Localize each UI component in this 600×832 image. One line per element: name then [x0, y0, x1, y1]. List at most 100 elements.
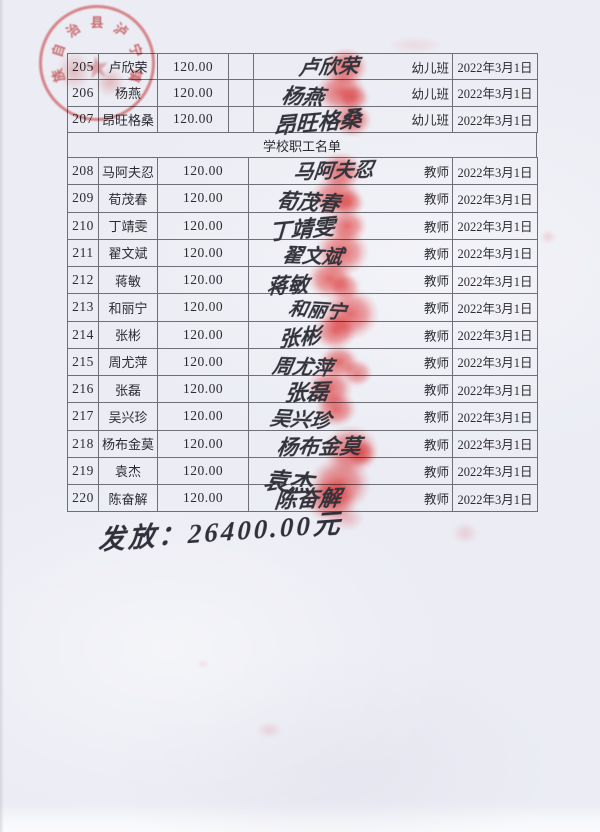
- fingerprint-stamp: [332, 102, 372, 137]
- cell-number: 214: [67, 320, 99, 349]
- cell-signature: 卢欣荣 幼儿班: [253, 48, 453, 86]
- cell-signature: 翟文斌 教师: [248, 227, 453, 276]
- cell-number: 220: [67, 483, 99, 513]
- handwritten-signature: 卢欣荣: [297, 55, 360, 81]
- cell-date: 2022年3月1日: [452, 402, 538, 431]
- cell-signature: 陈奋解 教师: [248, 477, 453, 523]
- cell-amount: 120.00: [157, 211, 249, 240]
- ink-smudge: [452, 522, 478, 544]
- cell-amount: 120.00: [157, 52, 229, 81]
- cell-date: 2022年3月1日: [452, 374, 538, 404]
- cell-amount: 120.00: [157, 238, 249, 268]
- ink-smudge: [540, 230, 556, 244]
- fingerprint-stamp: [313, 311, 357, 350]
- cell-name: 马阿夫忍: [98, 156, 158, 186]
- handwritten-signature: 马阿夫忍: [292, 159, 375, 185]
- cell-amount: 120.00: [157, 156, 249, 186]
- role-label: 教师: [423, 410, 449, 425]
- cell-number: 212: [67, 265, 99, 295]
- cell-empty: [228, 52, 254, 81]
- cell-name: 张彬: [98, 320, 158, 349]
- cell-amount: 120.00: [157, 483, 249, 513]
- cell-signature: 昂旺格桑 幼儿班: [253, 102, 453, 139]
- role-label: 教师: [423, 301, 449, 316]
- cell-amount: 120.00: [157, 105, 229, 133]
- cell-number: 211: [67, 238, 99, 268]
- cell-date: 2022年3月1日: [452, 456, 538, 486]
- ink-smudge: [385, 36, 445, 54]
- handwritten-signature: 杨布金莫: [275, 434, 363, 460]
- table-row: 208 马阿夫忍 120.00 马阿夫忍 教师 2022年3月1日: [67, 152, 538, 190]
- cell-amount: 120.00: [157, 320, 249, 349]
- role-label: 幼儿班: [411, 87, 449, 102]
- cell-number: 217: [67, 402, 99, 431]
- cell-amount: 120.00: [157, 184, 249, 213]
- kindergarten-payroll-table: 205 卢欣荣 120.00 卢欣荣 幼儿班 2022年3月1日 206 杨燕 120.00 杨燕…: [67, 48, 538, 139]
- fingerprint-stamp: [315, 391, 357, 428]
- cell-amount: 120.00: [157, 374, 249, 404]
- cell-signature: 杨布金莫 教师: [248, 424, 453, 475]
- cell-date: 2022年3月1日: [452, 347, 538, 377]
- cell-number: 213: [67, 293, 99, 322]
- cell-date: 2022年3月1日: [452, 184, 538, 213]
- role-label: 教师: [423, 465, 449, 480]
- table-row: 217 吴兴珍 120.00 吴兴珍 教师 2022年3月1日: [67, 391, 538, 433]
- cell-date: 2022年3月1日: [452, 211, 538, 240]
- cell-date: 2022年3月1日: [452, 265, 538, 295]
- cell-date: 2022年3月1日: [452, 429, 538, 458]
- cell-date: 2022年3月1日: [452, 79, 538, 107]
- cell-number: 207: [67, 105, 99, 133]
- cell-name: 张磊: [98, 374, 158, 404]
- cell-name: 和丽宁: [98, 293, 158, 322]
- cell-name: 蒋敏: [98, 265, 158, 295]
- cell-number: 205: [67, 52, 99, 81]
- cell-number: 216: [67, 374, 99, 404]
- cell-amount: 120.00: [157, 429, 249, 458]
- handwritten-signature: 吴兴珍: [268, 408, 333, 434]
- cell-name: 杨布金莫: [98, 429, 158, 458]
- cell-signature: 周尤萍 教师: [248, 344, 453, 387]
- table-row: 206 杨燕 120.00 杨燕 幼儿班 2022年3月1日: [67, 70, 538, 115]
- table-row: 220 陈奋解 120.00 陈奋解 教师 2022年3月1日: [67, 477, 538, 523]
- role-label: 教师: [423, 356, 449, 371]
- cell-number: 210: [67, 211, 99, 240]
- role-label: 教师: [423, 438, 449, 453]
- cell-number: 219: [67, 456, 99, 486]
- cell-date: 2022年3月1日: [452, 105, 538, 133]
- cell-amount: 120.00: [157, 402, 249, 431]
- cell-name: 卢欣荣: [98, 52, 158, 81]
- cell-name: 翟文斌: [98, 238, 158, 268]
- table-row: 214 张彬 120.00 张彬 教师 2022年3月1日: [67, 311, 538, 352]
- cell-signature: 荀茂春 教师: [248, 175, 453, 220]
- table-row: 216 张磊 120.00 张磊 教师 2022年3月1日: [67, 368, 538, 408]
- table-row: 210 丁靖雯 120.00 丁靖雯 教师 2022年3月1日: [67, 208, 538, 245]
- table-row: 212 蒋敏 120.00 蒋敏 教师 2022年3月1日: [67, 259, 538, 301]
- cell-name: 陈奋解: [98, 483, 158, 513]
- role-label: 教师: [423, 492, 449, 507]
- cell-empty: [228, 105, 254, 133]
- cell-number: 218: [67, 429, 99, 458]
- cell-empty: [228, 79, 254, 107]
- table-row: 207 昂旺格桑 120.00 昂旺格桑 幼儿班 2022年3月1日: [67, 102, 538, 139]
- cell-name: 昂旺格桑: [98, 105, 158, 133]
- cell-name: 丁靖雯: [98, 211, 158, 240]
- table-row: 209 荀茂春 120.00 荀茂春 教师 2022年3月1日: [67, 175, 538, 220]
- cell-signature: 张彬 教师: [248, 311, 453, 352]
- cell-name: 杨燕: [98, 79, 158, 107]
- role-label: 教师: [423, 220, 449, 235]
- table-row: 205 卢欣荣 120.00 卢欣荣 幼儿班 2022年3月1日: [67, 48, 538, 86]
- role-label: 教师: [423, 329, 449, 344]
- cell-signature: 马阿夫忍 教师: [248, 152, 453, 190]
- cell-name: 荀茂春: [98, 184, 158, 213]
- cell-date: 2022年3月1日: [452, 156, 538, 186]
- table-row: 219 袁杰 120.00 袁杰 教师 2022年3月1日: [67, 455, 538, 512]
- cell-name: 吴兴珍: [98, 402, 158, 431]
- role-label: 教师: [423, 383, 449, 398]
- cell-amount: 120.00: [157, 347, 249, 377]
- cell-number: 209: [67, 184, 99, 213]
- role-label: 教师: [423, 274, 449, 289]
- role-label: 幼儿班: [411, 61, 449, 76]
- ink-smudge: [256, 722, 282, 738]
- cell-amount: 120.00: [157, 265, 249, 295]
- cell-date: 2022年3月1日: [452, 293, 538, 322]
